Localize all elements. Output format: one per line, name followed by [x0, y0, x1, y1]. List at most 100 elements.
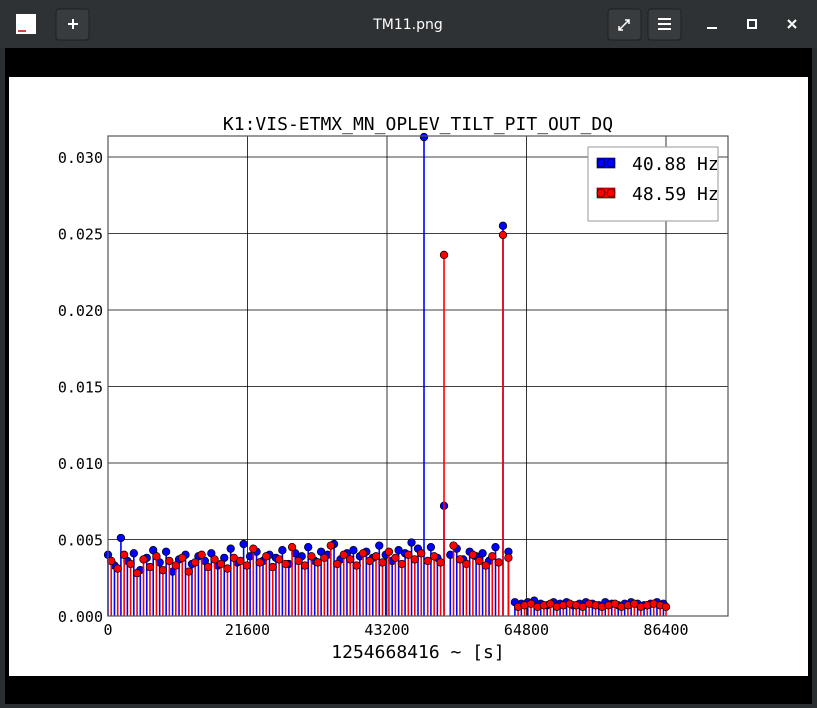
stem-marker — [397, 559, 407, 569]
stem-marker — [333, 559, 342, 569]
stem-marker — [462, 559, 471, 569]
stem-marker — [339, 550, 348, 559]
stem-marker — [449, 541, 458, 550]
legend-marker — [606, 188, 616, 198]
stem-marker — [116, 533, 126, 543]
stem-marker — [475, 556, 484, 566]
stem-marker — [410, 555, 419, 564]
x-axis-label: 1254668416 ~ [s] — [331, 642, 504, 663]
stem-marker — [391, 553, 400, 563]
new-icon — [68, 19, 78, 29]
stem-marker — [239, 539, 248, 549]
stem-marker — [139, 555, 148, 564]
y-tick-label: 0.005 — [58, 531, 103, 549]
stem-marker — [491, 542, 500, 552]
x-tick-label: 64800 — [504, 621, 549, 639]
stem-marker — [349, 546, 358, 555]
y-tick-label: 0.015 — [58, 378, 103, 396]
stem-marker — [365, 556, 374, 566]
stem-marker — [119, 550, 129, 559]
stem-marker — [498, 230, 508, 240]
stem-marker — [326, 541, 335, 550]
stem-marker — [113, 564, 122, 573]
stem-marker — [223, 564, 232, 573]
stem-marker — [171, 561, 180, 570]
stem-marker — [126, 559, 135, 569]
legend-marker — [596, 158, 606, 168]
stem-marker — [375, 541, 384, 550]
stem-marker — [307, 552, 316, 561]
stem-marker — [481, 561, 490, 570]
legend-label: 48.59 Hz — [632, 184, 719, 205]
y-tick-label: 0.030 — [58, 149, 103, 167]
stem-marker — [294, 556, 303, 566]
stem-marker — [216, 559, 226, 569]
stem-marker — [145, 562, 155, 572]
x-tick-label: 43200 — [364, 621, 409, 639]
stem-marker — [274, 555, 284, 564]
stem-marker — [152, 552, 161, 561]
stem-marker — [268, 562, 277, 572]
y-tick-label: 0.025 — [58, 225, 103, 243]
fullscreen-icon — [618, 19, 630, 31]
menu-icon — [658, 18, 671, 30]
stem-marker — [281, 559, 290, 569]
stem-marker — [203, 562, 213, 572]
series — [107, 230, 671, 616]
stem-marker — [129, 549, 138, 558]
stem-marker — [378, 558, 387, 567]
y-tick-label: 0.010 — [58, 455, 103, 473]
stem-marker — [439, 250, 449, 260]
stem-marker — [304, 542, 313, 552]
stem-marker — [132, 569, 142, 578]
legend-marker — [596, 188, 606, 198]
legend-marker — [606, 158, 616, 168]
stem-marker — [161, 547, 171, 556]
stem-marker — [184, 567, 193, 576]
stem-marker — [300, 561, 310, 570]
stem-marker — [242, 561, 252, 570]
stem-marker — [468, 550, 478, 559]
stem-marker — [320, 553, 329, 563]
stem-marker — [191, 558, 200, 567]
stem-marker — [313, 558, 323, 567]
stem-marker — [210, 555, 219, 564]
stem-marker — [358, 549, 368, 558]
stem-marker — [165, 556, 174, 566]
stem-marker — [255, 558, 264, 567]
stem-marker — [407, 538, 416, 547]
stem-marker — [429, 552, 439, 561]
stem-marker — [352, 561, 361, 570]
axes-frame — [107, 135, 729, 617]
x-tick-label: 86400 — [643, 621, 688, 639]
stem-marker — [249, 544, 258, 553]
stem-marker — [178, 553, 187, 563]
stem-marker — [661, 602, 671, 611]
x-tick-label: 0 — [103, 621, 112, 639]
chart-title: K1:VIS-ETMX_MN_OPLEV_TILT_PIT_OUT_DQ — [223, 114, 613, 135]
stem-marker — [158, 565, 168, 575]
stem-marker — [278, 546, 287, 555]
app-icon — [16, 14, 36, 34]
stem-marker — [346, 555, 355, 564]
stem-marker — [287, 542, 297, 552]
y-tick-label: 0.000 — [58, 608, 103, 626]
stem-marker — [197, 550, 206, 559]
stem-marker — [423, 556, 432, 566]
stem-marker — [498, 221, 508, 230]
stem-marker — [404, 550, 413, 559]
stem-marker — [417, 549, 426, 558]
maximize-button[interactable] — [747, 19, 757, 29]
close-button[interactable] — [787, 19, 797, 29]
stem-marker — [262, 552, 271, 561]
app-icon-mark — [18, 30, 26, 32]
stem-marker — [426, 542, 436, 552]
stem-marker — [436, 558, 445, 567]
window-title: TM11.png — [372, 17, 443, 33]
stem-marker — [384, 547, 394, 556]
stem-marker — [494, 558, 503, 567]
stem-marker — [226, 544, 235, 553]
legend-label: 40.88 Hz — [632, 154, 719, 175]
